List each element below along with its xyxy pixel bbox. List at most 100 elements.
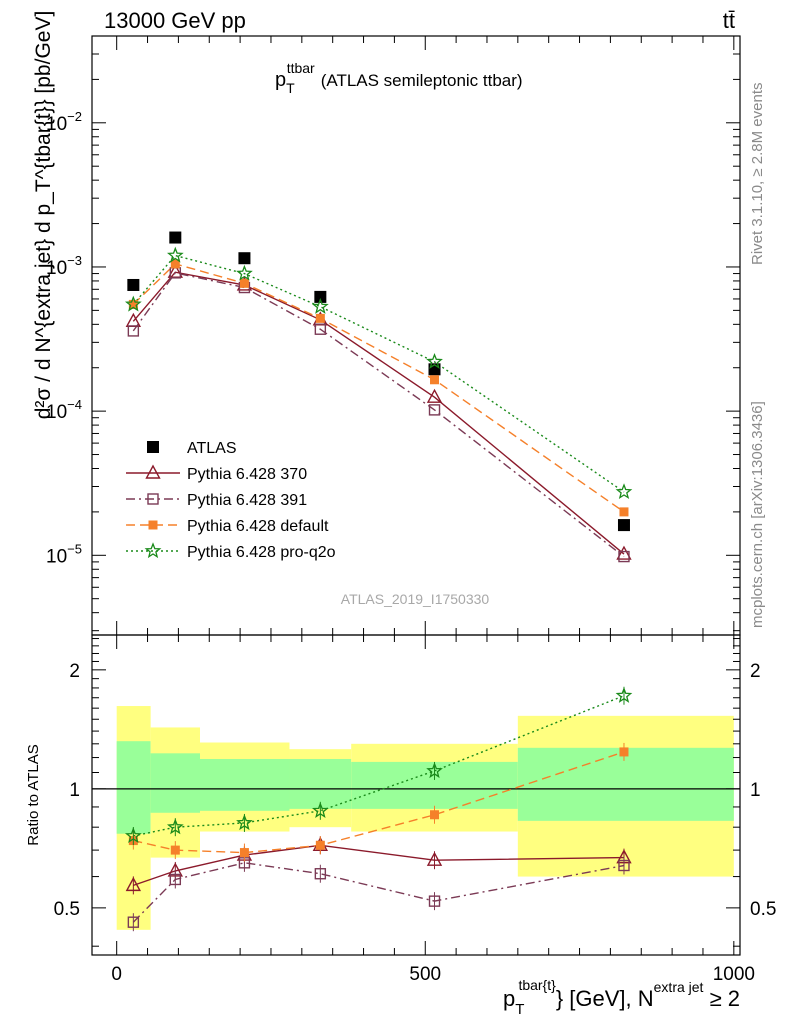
ratio-line-3: [133, 695, 625, 837]
legend: ATLAS Pythia 6.428 370 Pythia 6.428 391 Pyt…: [126, 440, 336, 561]
main-point-3-3: [315, 313, 325, 323]
main-point-0-0: [127, 278, 140, 291]
ratio-point-3-1: [167, 818, 184, 835]
ratio-point-3-0: [124, 827, 142, 844]
main-point-0-5: [617, 519, 630, 532]
x-axis-label-sup: tbar{t}: [518, 977, 556, 993]
ratio-point-2-4: [430, 810, 440, 820]
x-axis-label-main: p: [503, 986, 515, 1011]
ratio-line-0: [133, 844, 625, 887]
main-point-4-1: [167, 246, 184, 263]
x-axis-label-rest: } [GeV], N: [556, 986, 654, 1011]
green-band-5: [517, 747, 734, 821]
plot-title-rest: (ATLAS semileptonic ttbar): [321, 71, 523, 90]
rivet-version-label: Rivet 3.1.10, ≥ 2.8M events: [749, 83, 766, 266]
legend-marker-1: [145, 464, 161, 479]
ratio-frame: [91, 634, 741, 956]
main-point-0-1: [169, 231, 182, 244]
x-axis-label-sup2: extra jet: [654, 979, 704, 995]
ratio-ytick-label-right-1: 1: [750, 780, 761, 801]
legend-label-2: Pythia 6.428 391: [187, 492, 307, 509]
ratio-ytick-label-right-2: 2: [750, 661, 761, 682]
ratio-ytick-label-left-1: 1: [69, 780, 80, 801]
x-tick-label-1: 500: [409, 964, 441, 985]
ratio-point-3-4: [426, 762, 443, 779]
ratio-point-1-4: [428, 895, 441, 907]
main-point-4-5: [615, 483, 633, 500]
ratio-point-1-1: [169, 873, 182, 886]
green-band-2: [200, 758, 290, 811]
main-point-3-5: [619, 507, 629, 517]
main-point-3-1: [170, 259, 180, 269]
green-band-1: [150, 753, 200, 813]
ratio-ytick-label-left-2: 2: [69, 661, 80, 682]
ratio-point-1-0: [127, 916, 140, 928]
main-point-3-2: [239, 278, 249, 288]
main-point-4-3: [311, 297, 329, 314]
ratio-line-2: [133, 751, 625, 854]
ratio-ytick-label-left-0: 0.5: [54, 899, 80, 920]
analysis-watermark: ATLAS_2019_I1750330: [341, 591, 490, 607]
x-tick-label-2: 1000: [713, 964, 755, 985]
ratio-point-2-5: [619, 747, 629, 757]
x-axis-label: pTtbar{t}} [GeV], Nextra jet ≥ 2: [503, 977, 740, 1018]
main-y-axis-label: d²σ / d N^{extra jet} d p_T^{tbar{t}} [p…: [32, 11, 55, 420]
plot-title-sup: ttbar: [287, 60, 315, 76]
ratio-point-2-2: [239, 848, 249, 858]
main-point-1-4: [426, 388, 443, 403]
main-point-1-5: [616, 545, 632, 560]
ratio-point-0-4: [426, 851, 443, 866]
main-ytick-label-1: 10−4: [46, 397, 82, 423]
main-ytick-label-3: 10−2: [46, 109, 82, 135]
main-point-2-0: [127, 325, 140, 337]
main-point-2-5: [618, 550, 630, 563]
header-process-label: tt̄: [723, 8, 735, 33]
green-band-3: [289, 758, 352, 809]
legend-marker-3: [148, 520, 158, 530]
legend-label-3: Pythia 6.428 default: [187, 518, 329, 535]
mcplots-label: mcplots.cern.ch [arXiv:1306.3436]: [749, 401, 766, 628]
ratio-point-3-3: [311, 801, 329, 818]
legend-label-0: ATLAS: [187, 440, 237, 457]
main-point-0-3: [314, 290, 327, 303]
ratio-ytick-label-right-0: 0.5: [750, 899, 776, 920]
main-point-0-4: [428, 363, 441, 376]
main-line-2: [132, 272, 625, 558]
ratio-point-0-0: [125, 876, 142, 892]
legend-label-4: Pythia 6.428 pro-q2o: [187, 544, 336, 561]
main-line-1: [132, 271, 625, 555]
main-point-0-2: [238, 252, 251, 265]
main-point-2-4: [428, 404, 441, 416]
ratio-point-2-1: [170, 845, 180, 855]
main-line-3: [132, 263, 625, 513]
legend-marker-4: [144, 542, 162, 559]
plot-title-main: p: [275, 69, 286, 91]
legend-marker-0: [147, 441, 159, 453]
x-axis-label-sub: T: [515, 1001, 524, 1018]
ratio-series-markers: [124, 686, 633, 932]
main-panel: [92, 36, 740, 635]
main-series-lines: [132, 254, 625, 558]
main-point-4-2: [236, 264, 253, 281]
legend-label-1: Pythia 6.428 370: [187, 466, 307, 483]
ratio-point-2-3: [315, 840, 325, 850]
main-point-3-4: [430, 375, 440, 385]
header-energy-label: 13000 GeV pp: [104, 8, 246, 33]
main-series-markers: [124, 231, 633, 563]
ratio-point-1-5: [618, 859, 630, 872]
main-point-2-3: [314, 323, 327, 335]
plot-title: pTttbar (ATLAS semileptonic ttbar): [275, 60, 523, 96]
main-ytick-label-2: 10−3: [46, 253, 82, 279]
main-point-4-4: [426, 353, 443, 369]
ratio-point-1-3: [314, 868, 327, 880]
legend-marker-2: [147, 493, 159, 505]
green-band-0: [116, 741, 151, 834]
x-axis-label-tail: ≥ 2: [703, 986, 740, 1011]
main-ytick-label-0: 10−5: [46, 541, 82, 567]
ratio-y-axis-label: Ratio to ATLAS: [25, 744, 42, 845]
x-tick-label-0: 0: [111, 964, 122, 985]
ratio-axes: 0.5 0.5 1 1 2 2 0 500 1000: [54, 634, 776, 985]
ratio-point-3-5: [615, 686, 633, 703]
plot-title-sub: T: [286, 80, 295, 96]
